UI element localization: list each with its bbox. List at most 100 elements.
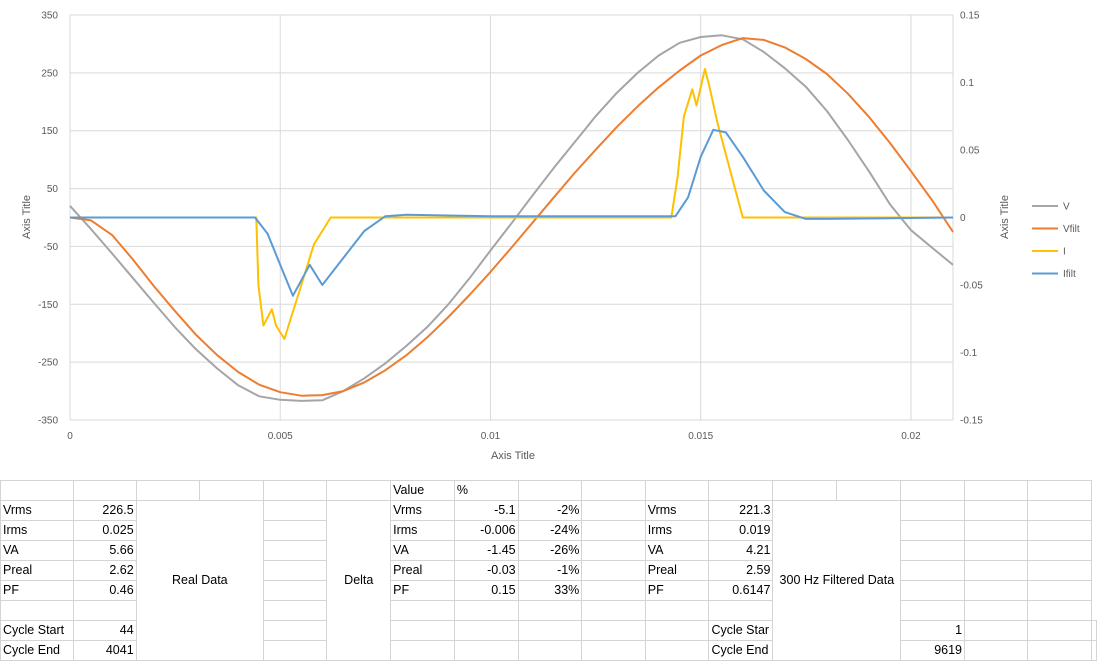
sheet-cell[interactable] [964, 520, 1029, 541]
sheet-cell[interactable]: 5.66 [72, 540, 137, 561]
sheet-cell[interactable]: PF [390, 580, 455, 601]
sheet-cell[interactable]: 0.46 [72, 580, 137, 601]
sheet-cell[interactable] [390, 620, 455, 641]
sheet-cell[interactable] [900, 480, 966, 501]
sheet-cell[interactable]: 4041 [72, 640, 137, 661]
sheet-cell[interactable] [644, 480, 710, 501]
sheet-cell[interactable] [964, 540, 1029, 561]
sheet-cell[interactable] [1027, 580, 1092, 601]
sheet-cell[interactable] [390, 600, 455, 621]
sheet-cell[interactable] [262, 520, 328, 541]
sheet-cell[interactable]: 4.21 [708, 540, 774, 561]
sheet-cell[interactable]: 2.62 [72, 560, 137, 581]
sheet-cell[interactable] [772, 480, 838, 501]
sheet-cell[interactable] [581, 580, 646, 601]
sheet-cell[interactable] [262, 640, 328, 661]
sheet-cell[interactable] [390, 640, 455, 661]
sheet-cell[interactable]: VA [644, 540, 710, 561]
sheet-cell[interactable] [1027, 620, 1092, 641]
sheet-cell[interactable] [1027, 600, 1092, 621]
sheet-cell[interactable]: -2% [517, 500, 583, 521]
sheet-cell[interactable] [1091, 640, 1097, 661]
sheet-cell[interactable] [581, 620, 646, 641]
sheet-cell[interactable]: Cycle End [0, 640, 74, 661]
sheet-cell[interactable]: 0.15 [453, 580, 519, 601]
sheet-cell[interactable] [0, 600, 74, 621]
sheet-cell[interactable] [262, 480, 328, 501]
sheet-cell[interactable] [453, 600, 519, 621]
sheet-cell[interactable] [1027, 560, 1092, 581]
sheet-cell[interactable]: Preal [644, 560, 710, 581]
sheet-cell[interactable]: Preal [390, 560, 455, 581]
sheet-cell[interactable] [262, 600, 328, 621]
sheet-cell[interactable] [135, 480, 201, 501]
sheet-cell[interactable] [581, 500, 646, 521]
sheet-cell[interactable]: 1 [900, 620, 966, 641]
sheet-cell[interactable]: Vrms [644, 500, 710, 521]
sheet-cell[interactable]: 0.019 [708, 520, 774, 541]
sheet-cell[interactable] [964, 560, 1029, 581]
sheet-cell[interactable] [900, 520, 966, 541]
sheet-cell[interactable] [964, 620, 1029, 641]
sheet-cell[interactable]: 221.3 [708, 500, 774, 521]
sheet-cell[interactable] [836, 480, 902, 501]
sheet-cell[interactable]: 0.025 [72, 520, 137, 541]
sheet-cell[interactable] [453, 640, 519, 661]
sheet-cell[interactable] [517, 640, 583, 661]
sheet-cell[interactable]: VA [390, 540, 455, 561]
sheet-cell[interactable] [1027, 500, 1092, 521]
sheet-cell[interactable]: 0.6147 [708, 580, 774, 601]
sheet-cell[interactable] [900, 560, 966, 581]
sheet-cell[interactable] [581, 520, 646, 541]
sheet-cell[interactable]: % [453, 480, 519, 501]
sheet-cell[interactable] [964, 600, 1029, 621]
sheet-cell[interactable] [517, 620, 583, 641]
merged-label-cell[interactable]: Real Data [135, 500, 265, 661]
sheet-cell[interactable] [1027, 540, 1092, 561]
sheet-cell[interactable] [517, 480, 583, 501]
sheet-cell[interactable] [964, 500, 1029, 521]
sheet-cell[interactable]: Irms [0, 520, 74, 541]
sheet-cell[interactable]: 9619 [900, 640, 966, 661]
sheet-cell[interactable]: -1% [517, 560, 583, 581]
sheet-cell[interactable]: -26% [517, 540, 583, 561]
sheet-cell[interactable] [708, 600, 774, 621]
sheet-cell[interactable] [199, 480, 264, 501]
sheet-cell[interactable] [964, 480, 1029, 501]
sheet-cell[interactable] [581, 640, 646, 661]
sheet-cell[interactable] [262, 540, 328, 561]
sheet-cell[interactable] [964, 640, 1029, 661]
sheet-cell[interactable]: PF [644, 580, 710, 601]
sheet-cell[interactable]: Cycle End [708, 640, 774, 661]
sheet-cell[interactable] [517, 600, 583, 621]
sheet-cell[interactable] [262, 580, 328, 601]
sheet-cell[interactable]: 44 [72, 620, 137, 641]
sheet-cell[interactable] [581, 480, 646, 501]
sheet-cell[interactable] [1027, 520, 1092, 541]
sheet-cell[interactable] [644, 600, 710, 621]
sheet-cell[interactable]: Vrms [0, 500, 74, 521]
sheet-cell[interactable] [644, 620, 710, 641]
sheet-cell[interactable] [644, 640, 710, 661]
sheet-cell[interactable] [900, 580, 966, 601]
sheet-cell[interactable]: -1.45 [453, 540, 519, 561]
sheet-cell[interactable]: Cycle Star [708, 620, 774, 641]
sheet-cell[interactable] [0, 480, 74, 501]
sheet-cell[interactable] [900, 500, 966, 521]
sheet-cell[interactable] [581, 560, 646, 581]
sheet-cell[interactable] [72, 600, 137, 621]
sheet-cell[interactable] [900, 540, 966, 561]
sheet-cell[interactable] [326, 480, 392, 501]
sheet-cell[interactable]: Vrms [390, 500, 455, 521]
sheet-cell[interactable] [453, 620, 519, 641]
merged-label-cell[interactable]: Delta [326, 500, 392, 661]
sheet-cell[interactable] [1027, 480, 1092, 501]
sheet-cell[interactable]: PF [0, 580, 74, 601]
sheet-cell[interactable]: -5.1 [453, 500, 519, 521]
sheet-cell[interactable]: 226.5 [72, 500, 137, 521]
sheet-cell[interactable] [581, 540, 646, 561]
sheet-cell[interactable]: -0.03 [453, 560, 519, 581]
sheet-cell[interactable] [964, 580, 1029, 601]
sheet-cell[interactable]: -24% [517, 520, 583, 541]
sheet-cell[interactable] [262, 560, 328, 581]
